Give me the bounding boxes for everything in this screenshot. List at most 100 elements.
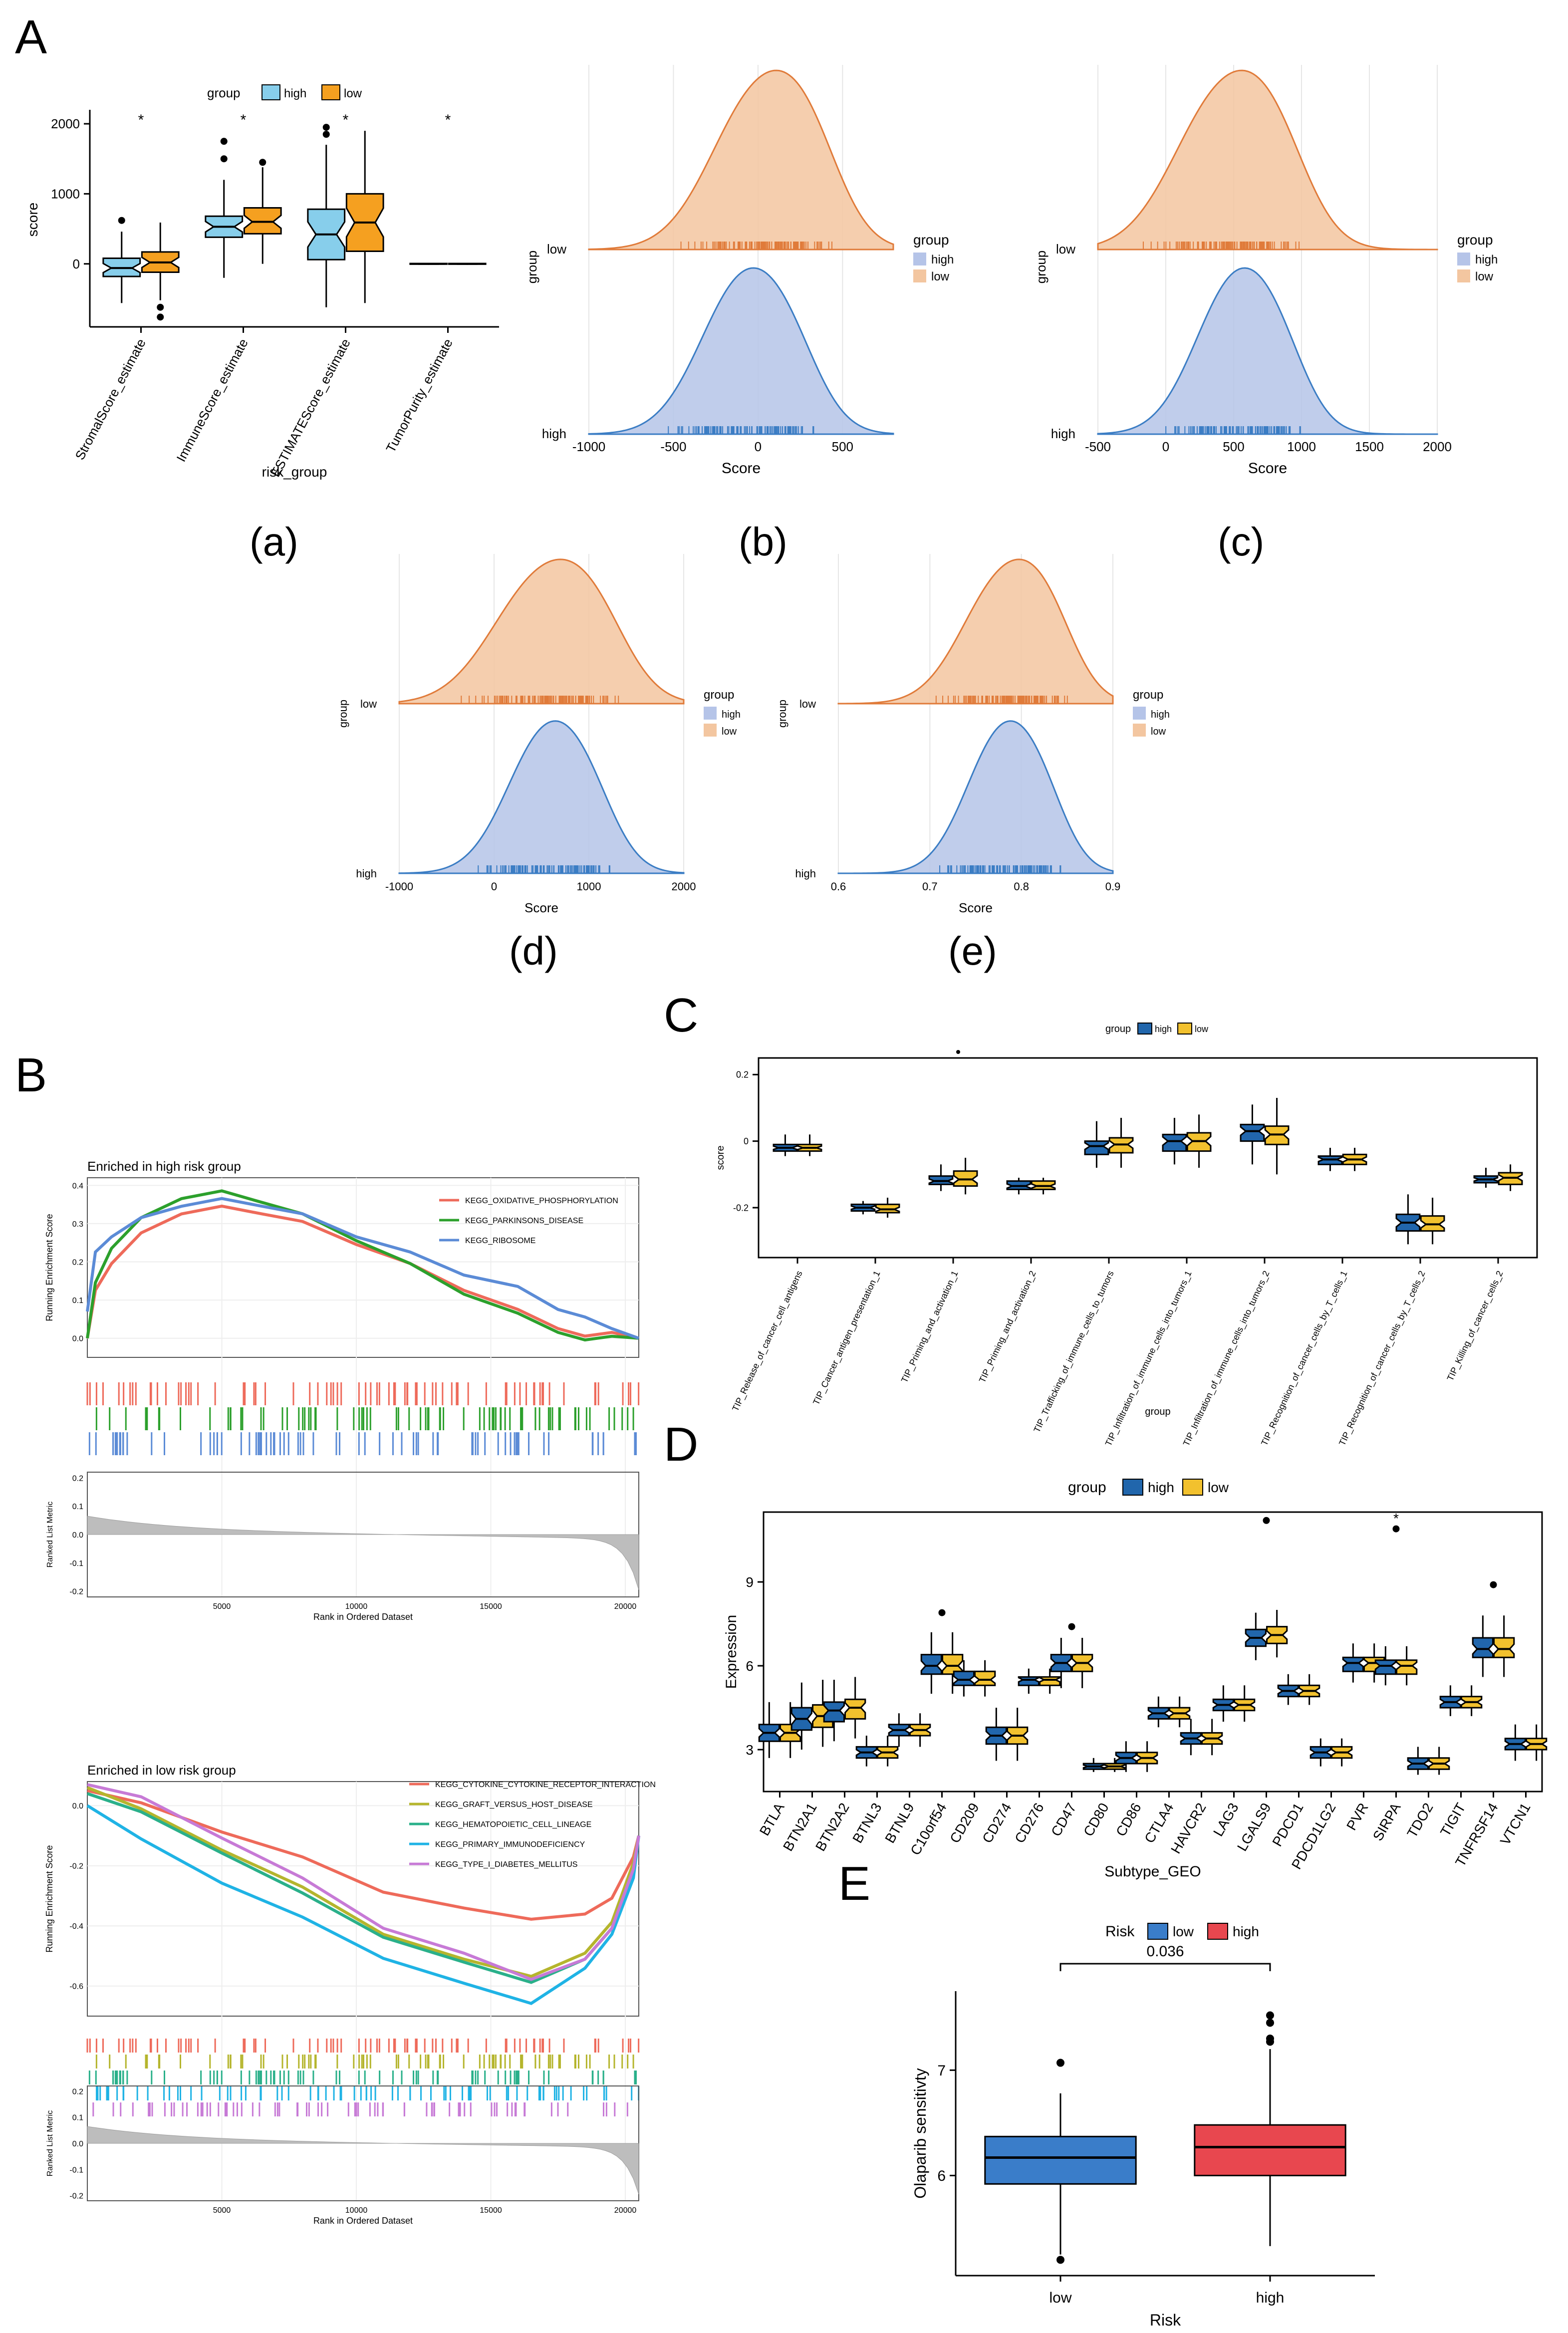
- es-line: [87, 1783, 640, 1981]
- x-tick-label: 20000: [614, 2206, 637, 2215]
- x-tick-label: -500: [660, 439, 686, 454]
- x-axis-label: group: [1145, 1406, 1170, 1417]
- chart-E: 6 7 low high 0.036 Olaparib sensitivty Risk Ris…: [911, 1923, 1375, 2329]
- metric-area: [87, 2126, 639, 2195]
- gsea-title: Enriched in high risk group: [87, 1159, 241, 1174]
- y-axis-label: Running Enrichment Score: [44, 1845, 54, 1952]
- box: [1396, 1659, 1418, 1675]
- legend-swatch: [261, 84, 280, 100]
- outlier-point: [1068, 1623, 1075, 1630]
- high-density: [588, 267, 894, 435]
- chart-C: -0.2 0 0.2 TIP_Release_of_cancer_cell_antig…: [715, 1023, 1538, 1448]
- y-tick-label: 0.0: [72, 1531, 83, 1540]
- p-value-label: 0.036: [1146, 1943, 1184, 1960]
- es-line: [86, 1786, 640, 1978]
- box: [1084, 1140, 1109, 1155]
- legend-title: group: [1068, 1479, 1106, 1496]
- x-tick-label: StromalScore_estimate: [72, 336, 148, 463]
- y-tick-label: 6: [937, 2168, 946, 2184]
- x-tick-label: CD276: [1012, 1801, 1046, 1846]
- legend-swatch: [913, 269, 926, 282]
- x-tick-label: -1000: [572, 439, 606, 454]
- outlier-point: [938, 1609, 946, 1616]
- legend-title: group: [704, 688, 734, 702]
- x-tick-label: -1000: [385, 880, 413, 893]
- y-axis-label: group: [776, 700, 788, 728]
- y-tick-label: -0.2: [69, 1588, 83, 1596]
- legend-title: group: [1133, 688, 1163, 702]
- x-tick-label: 0.7: [922, 880, 938, 893]
- x-tick-label: PVR: [1343, 1801, 1371, 1833]
- legend-label: low: [1208, 1480, 1229, 1495]
- significance-bracket: [1059, 1963, 1271, 1971]
- y-tick-label: -0.1: [69, 1559, 83, 1568]
- box: [1039, 1676, 1061, 1686]
- x-tick-label: 10000: [345, 1602, 368, 1611]
- x-axis-label: Score: [959, 900, 993, 915]
- es-line: [86, 1804, 640, 2005]
- y-axis-label-2: Ranked List Metric: [46, 2110, 54, 2177]
- panel-label-a: A: [15, 10, 47, 64]
- sub-label-b: (b): [739, 519, 787, 564]
- significance-star: *: [241, 112, 247, 128]
- y-axis-label: group: [524, 251, 539, 284]
- x-tick-label: 1500: [1355, 439, 1384, 454]
- sub-label-c: (c): [1218, 519, 1265, 564]
- y-tick-label: -0.2: [69, 2192, 83, 2201]
- y-axis-label: group: [1034, 251, 1048, 284]
- legend-title: group: [1105, 1024, 1131, 1035]
- x-tick-label: TIP_Infiltration_of_immune_cells_into_tu…: [1103, 1269, 1194, 1448]
- outlier-point: [1056, 2256, 1064, 2264]
- y-tick-label: 7: [937, 2063, 946, 2079]
- y-tick-label: high: [795, 867, 816, 880]
- legend-label: high: [1148, 1480, 1174, 1495]
- legend-label: low: [1475, 270, 1494, 283]
- y-tick-label: 0.0: [72, 1802, 83, 1811]
- sub-label-e: (e): [948, 929, 997, 973]
- legend-swatch: [1133, 707, 1146, 720]
- y-tick-label: 0.1: [72, 2114, 83, 2122]
- outlier-point: [1263, 1517, 1270, 1524]
- x-axis-label: Risk: [1150, 2311, 1181, 2329]
- y-tick-label: 6: [746, 1658, 754, 1674]
- chart-B1: Enriched in high risk group 0.0 0.1 0.2 0.3 0…: [44, 1159, 640, 1622]
- y-tick-label: 0.3: [72, 1220, 83, 1229]
- legend-swatch: [1122, 1479, 1143, 1496]
- x-tick-label: TIP_Cancer_antigen_presentation_1: [811, 1269, 882, 1407]
- legend-label: low: [722, 726, 737, 737]
- y-axis-label: Olaparib sensitivty: [911, 2068, 929, 2198]
- box: [844, 1698, 866, 1720]
- x-tick-label: TIGIT: [1437, 1801, 1469, 1839]
- x-tick-label: 1000: [577, 880, 601, 893]
- y-tick-label: low: [1056, 242, 1075, 257]
- y-tick-label: low: [360, 698, 377, 710]
- x-tick-label: VTCN1: [1497, 1801, 1534, 1848]
- x-tick-label: 5000: [213, 1602, 231, 1611]
- y-tick-label: 9: [746, 1574, 754, 1590]
- gsea-title: Enriched in low risk group: [87, 1763, 236, 1778]
- y-tick-label: -0.4: [69, 1922, 83, 1931]
- legend-label: low: [931, 270, 950, 283]
- low-density: [398, 558, 685, 705]
- panel-label-d: D: [664, 1418, 699, 1471]
- x-tick-label: CTLA4: [1141, 1801, 1176, 1846]
- legend-swatch: [321, 84, 340, 100]
- x-tick-label: 1000: [1287, 439, 1316, 454]
- legend-label: high: [1475, 253, 1498, 266]
- x-tick-label: TIP_Recognition_of_cancer_cells_by_T_cel…: [1337, 1269, 1427, 1447]
- legend-swatch: [1147, 1923, 1168, 1940]
- metric-area: [87, 1516, 639, 1590]
- y-tick-label: -0.6: [69, 1983, 83, 1991]
- sub-label-a: (a): [250, 519, 298, 564]
- x-tick-label: TIP_Priming_and_activation_2: [977, 1269, 1039, 1384]
- legend-label: high: [931, 253, 954, 266]
- x-tick-label: ESTIMATEScore_estimate: [267, 336, 353, 480]
- legend-label: KEGG_RIBOSOME: [465, 1237, 535, 1245]
- legend-title: group: [913, 232, 949, 248]
- chart-Aa: 0 1000 2000 StromalScore_estimate ImmuneScor…: [25, 84, 499, 480]
- x-tick-label: TIP_Infiltration_of_immune_cells_into_tu…: [1181, 1269, 1272, 1448]
- es-line: [86, 1197, 640, 1340]
- legend-title: group: [1457, 232, 1493, 248]
- high-density: [837, 720, 1114, 874]
- box: [1194, 2124, 1346, 2176]
